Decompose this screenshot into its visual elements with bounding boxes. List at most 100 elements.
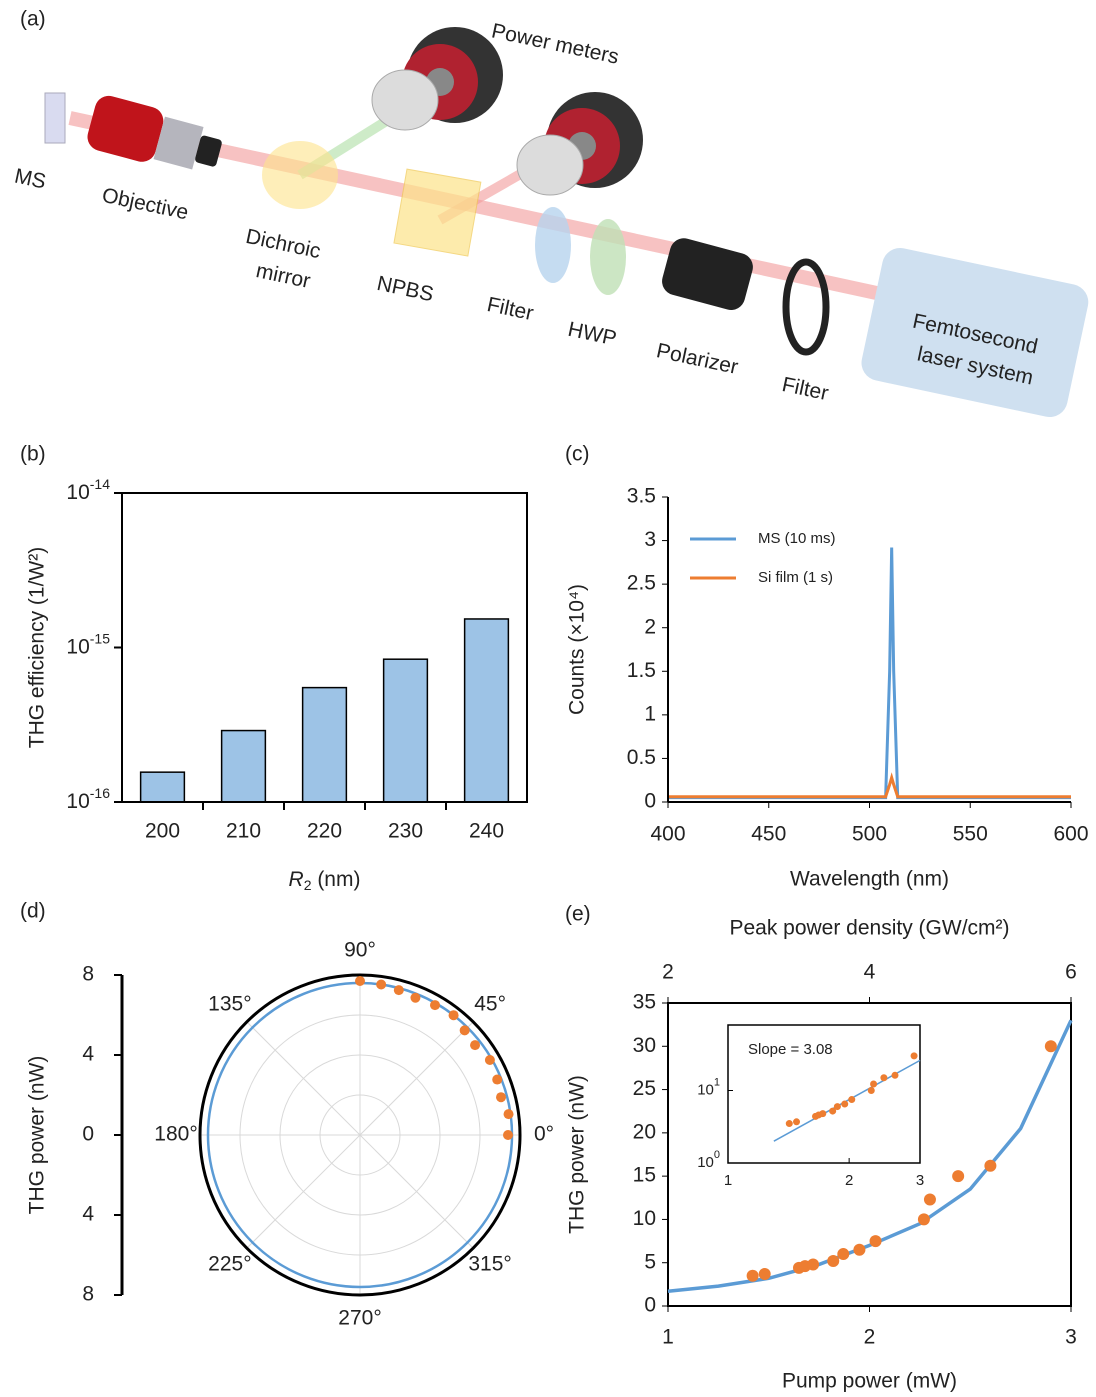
x-tick-label: 450 — [751, 823, 786, 846]
y-tick-label: 8 — [82, 963, 94, 986]
data-point — [917, 1213, 930, 1226]
component-label: Filter — [485, 293, 535, 325]
data-point — [448, 1010, 459, 1021]
filter-1 — [535, 207, 571, 283]
x-tick-label: 220 — [307, 820, 342, 843]
y-axis-label: THG efficiency (1/W²) — [26, 547, 49, 748]
data-point — [484, 1055, 495, 1065]
x-tick-label: 200 — [145, 820, 180, 843]
bar — [220, 729, 267, 803]
component-label: HWP — [566, 318, 619, 351]
y-tick-label: 10-15 — [66, 630, 110, 658]
y-axis-label: THG power (nW) — [566, 1075, 589, 1234]
y-tick-label: 0.5 — [627, 746, 656, 769]
data-point — [376, 979, 387, 990]
x2-axis-label: Peak power density (GW/cm²) — [729, 917, 1009, 940]
plot-frame — [667, 1002, 1072, 1307]
x-label-symbol: R — [289, 868, 304, 891]
y-tick-label: 35 — [633, 991, 656, 1014]
data-point — [503, 1109, 514, 1120]
data-point — [459, 1025, 470, 1036]
data-point — [807, 1258, 820, 1271]
grid-spoke — [359, 1134, 474, 1249]
y-tick-label: 30 — [633, 1034, 656, 1057]
inset-annotation: Slope = 3.08 — [748, 1041, 833, 1058]
inset-data-point — [867, 1086, 875, 1094]
x-tick-label: 230 — [388, 820, 423, 843]
inset-data-point — [910, 1052, 918, 1060]
data-point — [503, 1130, 513, 1140]
y-axis-label: THG power (nW) — [26, 1056, 49, 1215]
y-tick-label: 15 — [633, 1164, 656, 1187]
inset-data-point — [891, 1071, 899, 1079]
inset-y-tick-label-base: 10 — [697, 1081, 714, 1098]
angle-tick-label: 225° — [208, 1253, 251, 1276]
data-point — [923, 1193, 936, 1206]
y-tick-label: 1.5 — [627, 659, 656, 682]
plot-frame — [121, 492, 528, 803]
objective — [87, 95, 222, 170]
grid-spoke — [246, 1021, 361, 1136]
dichroic-mirror — [262, 141, 338, 209]
legend-label: Si film (1 s) — [758, 569, 833, 586]
power-meter-2 — [516, 92, 643, 196]
series-line — [668, 547, 1071, 800]
y-tick-label-exponent: -14 — [90, 476, 110, 492]
y-tick-label: 25 — [633, 1077, 656, 1100]
data-point — [758, 1267, 771, 1280]
data-point — [746, 1269, 759, 1282]
x2-tick-label: 2 — [662, 961, 674, 984]
y-tick-label: 2 — [644, 615, 656, 638]
inset-data-point — [833, 1103, 841, 1111]
laser-box — [861, 247, 1089, 417]
data-point — [470, 1040, 481, 1051]
panel-label: (a) — [20, 8, 46, 31]
x-label-subscript: 2 — [304, 877, 312, 893]
component-label: Polarizer — [654, 339, 740, 379]
component-label: NPBS — [375, 272, 436, 306]
polar-frame — [198, 973, 522, 1297]
series-line — [668, 772, 1071, 799]
inset-y-tick-label: 101 — [697, 1076, 720, 1098]
angle-tick-label: 90° — [344, 939, 376, 962]
data-point — [410, 992, 421, 1003]
inset-y-tick-label-exponent: 1 — [714, 1076, 720, 1088]
y-tick-label: 2.5 — [627, 572, 656, 595]
x2-tick-label: 6 — [1065, 961, 1077, 984]
data-point — [869, 1235, 882, 1248]
inset-y-tick-label-exponent: 0 — [714, 1149, 720, 1161]
angle-tick-label: 180° — [154, 1123, 197, 1146]
x-axis-label: Wavelength (nm) — [790, 868, 949, 891]
angle-tick-label: 45° — [474, 992, 506, 1015]
bar — [463, 618, 510, 803]
inset-data-point — [841, 1100, 849, 1108]
bar — [382, 658, 429, 803]
data-point — [496, 1092, 507, 1103]
inset-data-point — [793, 1118, 801, 1126]
data-point — [984, 1159, 997, 1172]
y-tick-label: 3.5 — [627, 485, 656, 508]
panel-label: (e) — [565, 903, 591, 926]
angle-tick-label: 270° — [338, 1307, 381, 1330]
x-axis-label: Pump power (mW) — [782, 1370, 957, 1393]
component-label: Power meters — [489, 19, 620, 68]
y-tick-label-exponent: -16 — [90, 785, 110, 801]
x-tick-label: 550 — [953, 823, 988, 846]
y-tick-label: 10-14 — [66, 476, 110, 504]
angle-tick-label: 135° — [208, 992, 251, 1015]
data-point — [827, 1254, 840, 1267]
x-tick-label: 3 — [1065, 1326, 1077, 1349]
angle-tick-label: 315° — [468, 1253, 511, 1276]
y-tick-label: 8 — [82, 1283, 94, 1306]
inset-data-point — [829, 1107, 837, 1115]
filter-2 — [782, 258, 830, 356]
data-point — [952, 1170, 965, 1183]
angle-tick-label: 0° — [534, 1123, 554, 1146]
fit-line — [667, 1019, 1073, 1294]
x-tick-label: 1 — [662, 1326, 674, 1349]
x-tick-label: 210 — [226, 820, 261, 843]
panel-label: (d) — [20, 900, 46, 923]
inset-data-point — [880, 1074, 888, 1082]
